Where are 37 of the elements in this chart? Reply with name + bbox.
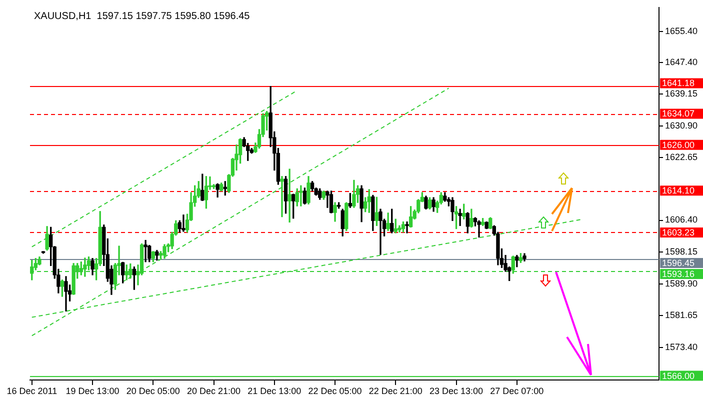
x-tick-label: 23 Dec 13:00 bbox=[430, 386, 484, 396]
x-tick-label: 20 Dec 05:00 bbox=[126, 386, 180, 396]
ref-line-label: 1596.45 bbox=[662, 258, 695, 268]
ref-line-label: 1634.07 bbox=[662, 108, 695, 119]
candlestick bbox=[288, 168, 292, 223]
y-tick-label: 1630.90 bbox=[665, 120, 698, 130]
chart-title: XAUUSD,H1 1597.15 1597.75 1595.80 1596.45 bbox=[34, 11, 250, 22]
ref-line-label: 1626.00 bbox=[662, 140, 695, 150]
candlestick bbox=[280, 176, 284, 218]
ref-line-label: 1566.00 bbox=[662, 370, 695, 381]
y-tick-label: 1606.40 bbox=[665, 214, 698, 225]
y-tick-label: 1598.15 bbox=[665, 246, 698, 256]
candlestick bbox=[182, 214, 186, 232]
y-tick-label: 1589.90 bbox=[665, 278, 698, 288]
candlestick bbox=[144, 240, 148, 262]
y-tick-label: 1573.40 bbox=[665, 342, 698, 352]
y-tick-label: 1581.65 bbox=[665, 310, 698, 320]
ref-line-label: 1593.16 bbox=[662, 269, 695, 279]
y-tick-label: 1647.40 bbox=[665, 56, 698, 67]
candlestick bbox=[405, 221, 409, 234]
ref-line-label: 1603.23 bbox=[662, 227, 695, 238]
y-tick-label: 1639.15 bbox=[665, 88, 698, 99]
candlestick bbox=[458, 208, 462, 226]
x-tick-label: 22 Dec 21:00 bbox=[368, 386, 422, 396]
x-tick-label: 20 Dec 21:00 bbox=[187, 386, 241, 396]
y-tick-label: 1622.65 bbox=[665, 152, 698, 162]
x-tick-label: 19 Dec 13:00 bbox=[66, 386, 120, 396]
ref-line-label: 1614.10 bbox=[662, 186, 695, 196]
y-tick-label: 1655.40 bbox=[665, 26, 698, 36]
ref-line-label: 1641.18 bbox=[662, 78, 695, 88]
candlestick bbox=[299, 185, 303, 206]
x-tick-label: 16 Dec 2011 bbox=[6, 386, 58, 396]
candlestick bbox=[378, 208, 382, 255]
x-tick-label: 27 Dec 07:00 bbox=[490, 386, 544, 396]
x-tick-label: 21 Dec 13:00 bbox=[248, 386, 302, 396]
x-tick-label: 22 Dec 05:00 bbox=[308, 386, 362, 396]
candlestick bbox=[477, 220, 481, 238]
